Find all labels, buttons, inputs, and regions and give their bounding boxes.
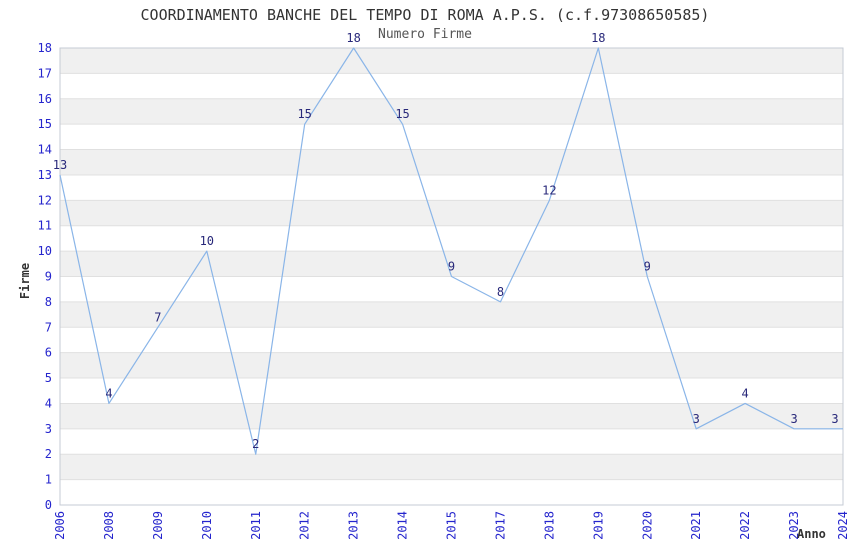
plot-band [60,149,843,175]
x-tick-label: 2024 [836,511,850,540]
point-label: 4 [105,386,112,400]
x-tick-label: 2012 [298,511,312,540]
y-tick-label: 14 [38,143,52,157]
plot-band [60,454,843,480]
y-tick-label: 10 [38,244,52,258]
y-tick-label: 13 [38,168,52,182]
point-label: 9 [644,260,651,274]
series-line [59,47,843,455]
plot-band [60,301,843,328]
point-label: 15 [297,107,311,121]
x-tick-label: 2010 [200,511,214,540]
x-tick-label: 2019 [591,511,605,540]
x-tick-label: 2020 [640,511,654,540]
y-tick-label: 2 [45,447,52,461]
y-tick-label: 17 [38,66,52,80]
x-tick-label: 2009 [151,511,165,540]
data-line [59,47,843,455]
x-tick-label: 2014 [396,511,410,540]
y-axis-title: Firme [18,262,32,300]
gridlines [60,72,843,481]
x-tick-label: 2018 [542,511,556,540]
y-tick-label: 6 [45,346,52,360]
point-label: 3 [693,412,700,426]
y-tick-label: 0 [45,498,52,512]
plot-band [60,251,843,277]
point-label: 18 [591,31,605,45]
point-label: 18 [346,31,360,45]
y-tick-label: 9 [45,270,52,284]
point-label: 3 [790,412,797,426]
y-tick-label: 5 [45,371,52,385]
plot-band [60,98,843,125]
x-tick-label: 2006 [53,511,67,540]
point-label: 13 [53,158,67,172]
y-tick-label: 12 [38,193,52,207]
plot-bands [60,48,843,480]
y-tick-label: 18 [38,41,52,55]
plot-border [59,47,844,506]
x-tick-label: 2017 [493,511,507,540]
x-tick-label: 2022 [738,511,752,540]
point-label: 4 [742,386,749,400]
plot-border-rect [59,47,844,506]
y-tick-label: 1 [45,473,52,487]
plot-band [60,48,843,74]
y-tick-label: 15 [38,117,52,131]
y-tick-label: 3 [45,422,52,436]
y-tick-label: 16 [38,92,52,106]
plot-band [60,403,843,429]
point-label: 10 [200,234,214,248]
plot-band [60,352,843,379]
chart-subtitle: Numero Firme [378,27,472,42]
point-label: 8 [497,285,504,299]
y-tick-label: 7 [45,320,52,334]
x-tick-label: 2013 [347,511,361,540]
x-tick-labels: 2006 2008 2009 2010 2011 2012 2013 2014 2015 2017… [53,511,850,540]
point-label: 15 [395,107,409,121]
data-labels: 13 4 7 10 2 15 18 15 9 8 12 18 9 3 4 3 3 [53,31,839,451]
point-label: 12 [542,183,556,197]
plot-band [60,200,843,226]
x-axis-title: Anno [797,527,826,541]
x-tick-label: 2023 [787,511,801,540]
point-label: 2 [252,437,259,451]
point-label: 3 [831,412,838,426]
y-tick-label: 4 [45,396,52,410]
point-label: 9 [448,260,455,274]
chart-title: COORDINAMENTO BANCHE DEL TEMPO DI ROMA A… [140,6,710,24]
y-tick-label: 8 [45,295,52,309]
x-tick-label: 2021 [689,511,703,540]
x-tick-label: 2015 [445,511,459,540]
y-tick-label: 11 [38,219,52,233]
point-label: 7 [154,310,161,324]
x-tick-label: 2011 [249,511,263,540]
x-tick-label: 2008 [102,511,116,540]
